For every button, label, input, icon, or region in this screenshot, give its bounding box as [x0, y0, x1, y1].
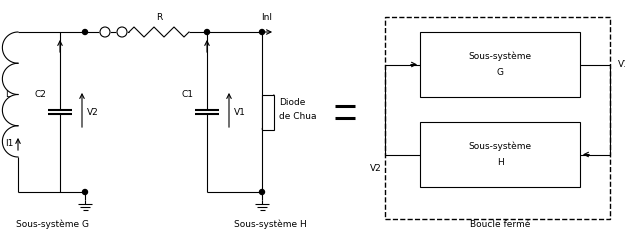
- Circle shape: [259, 29, 264, 35]
- Text: C1: C1: [181, 90, 193, 99]
- Text: InI: InI: [261, 13, 272, 22]
- Text: V1: V1: [234, 108, 246, 117]
- Bar: [385, 17, 610, 219]
- Text: V1: V1: [618, 60, 625, 69]
- Bar: [420, 122, 580, 187]
- Bar: [262, 95, 274, 129]
- Text: R: R: [156, 13, 162, 22]
- Text: L: L: [5, 90, 10, 99]
- Text: Sous-système: Sous-système: [469, 52, 531, 61]
- Text: Sous-système H: Sous-système H: [234, 219, 306, 229]
- Circle shape: [82, 29, 88, 35]
- Text: de Chua: de Chua: [279, 111, 316, 120]
- Text: G: G: [496, 68, 504, 77]
- Circle shape: [259, 190, 264, 195]
- Circle shape: [204, 29, 209, 35]
- Text: V2: V2: [87, 108, 99, 117]
- Circle shape: [100, 27, 110, 37]
- Text: Sous-système G: Sous-système G: [16, 219, 89, 229]
- Text: Sous-système: Sous-système: [469, 142, 531, 151]
- Text: C2: C2: [34, 90, 46, 99]
- Bar: [420, 32, 580, 97]
- Text: Diode: Diode: [279, 97, 306, 106]
- Circle shape: [117, 27, 127, 37]
- Text: Boucle fermé: Boucle fermé: [470, 220, 530, 229]
- Circle shape: [82, 190, 88, 195]
- Text: I1: I1: [6, 140, 14, 149]
- Text: H: H: [497, 158, 503, 167]
- Text: V2: V2: [370, 164, 382, 173]
